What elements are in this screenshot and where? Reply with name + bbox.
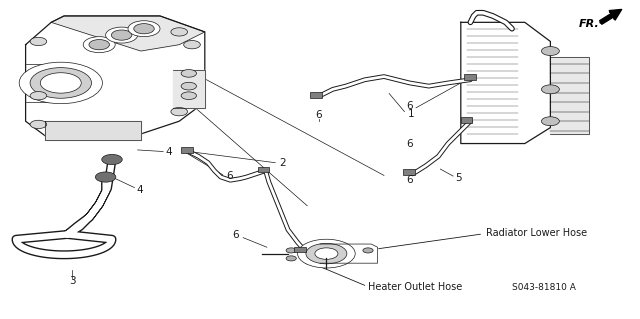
Circle shape [19, 62, 102, 104]
Circle shape [30, 37, 47, 46]
Circle shape [30, 120, 47, 129]
Circle shape [181, 92, 196, 100]
Circle shape [83, 37, 115, 53]
Circle shape [181, 70, 196, 77]
Polygon shape [173, 70, 205, 108]
Text: 6: 6 [232, 230, 239, 241]
Circle shape [181, 82, 196, 90]
Bar [403, 169, 415, 175]
Circle shape [95, 172, 116, 182]
Polygon shape [45, 121, 141, 140]
Bar [258, 167, 269, 172]
Circle shape [541, 85, 559, 94]
Polygon shape [26, 16, 205, 140]
Text: Radiator Lower Hose: Radiator Lower Hose [486, 228, 588, 238]
Text: 6: 6 [226, 171, 232, 181]
Circle shape [541, 117, 559, 126]
Text: 6: 6 [406, 138, 413, 149]
Text: 6: 6 [406, 175, 413, 185]
Circle shape [30, 92, 47, 100]
Circle shape [171, 108, 188, 116]
Text: 6: 6 [406, 101, 413, 111]
Circle shape [106, 27, 138, 43]
Circle shape [89, 40, 109, 50]
Text: Heater Outlet Hose: Heater Outlet Hose [368, 282, 462, 292]
Text: 1: 1 [408, 109, 414, 119]
Bar [461, 117, 472, 123]
Text: 3: 3 [69, 276, 76, 286]
Circle shape [40, 73, 81, 93]
Circle shape [184, 41, 200, 49]
Circle shape [298, 239, 355, 268]
Circle shape [315, 248, 338, 259]
Polygon shape [320, 244, 378, 263]
FancyArrowPatch shape [600, 10, 621, 24]
Circle shape [286, 256, 296, 261]
Circle shape [102, 154, 122, 165]
Circle shape [171, 28, 188, 36]
Text: 2: 2 [280, 158, 286, 168]
Text: 6: 6 [316, 110, 322, 121]
Circle shape [111, 30, 132, 40]
Polygon shape [461, 22, 550, 144]
Bar [310, 92, 322, 98]
Bar [181, 147, 193, 153]
Circle shape [306, 243, 347, 264]
Circle shape [128, 21, 160, 37]
Text: 4: 4 [165, 147, 172, 158]
Bar [294, 247, 306, 252]
Circle shape [30, 68, 92, 98]
Circle shape [286, 248, 296, 253]
Text: 4: 4 [136, 185, 143, 195]
Circle shape [134, 24, 154, 34]
Text: 5: 5 [456, 173, 462, 183]
Text: S043-81810 A: S043-81810 A [512, 283, 576, 292]
Text: FR.: FR. [579, 19, 600, 29]
Polygon shape [51, 16, 205, 51]
Polygon shape [550, 57, 589, 134]
Bar [464, 74, 476, 80]
Circle shape [541, 47, 559, 56]
Circle shape [363, 248, 373, 253]
